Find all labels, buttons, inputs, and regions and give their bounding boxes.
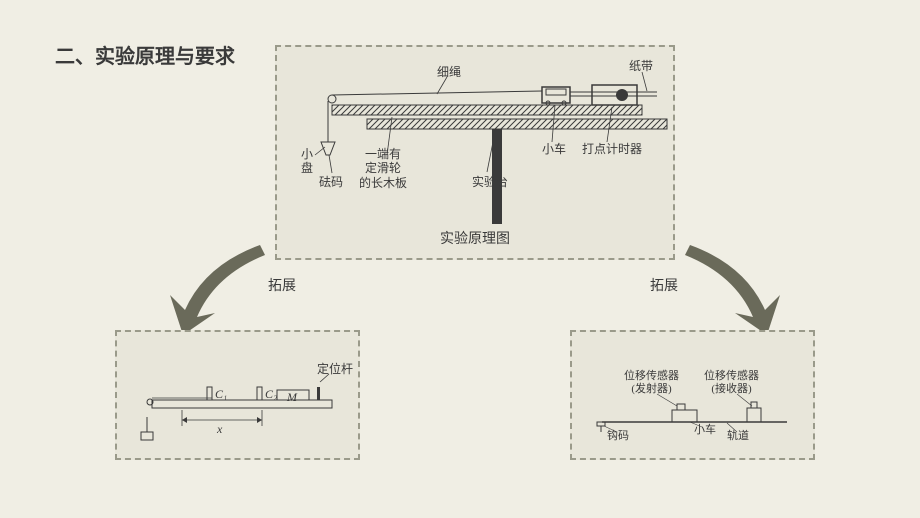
label-m: M [287, 390, 297, 404]
main-caption: 实验原理图 [277, 228, 673, 248]
label-small-plate: 小盘 [297, 147, 317, 176]
label-sensor-rx: 位移传感器 (接收器) [704, 370, 759, 396]
label-sensor-tx: 位移传感器 (发射器) [624, 370, 679, 396]
label-cart-r: 小车 [694, 424, 716, 437]
label-c2: C₂ [265, 387, 277, 401]
left-diagram-svg [117, 332, 362, 462]
label-x: x [217, 422, 222, 436]
label-paper-tape: 纸带 [629, 59, 653, 73]
label-positioning-rod: 定位杆 [317, 362, 353, 376]
label-hook-weight: 钩码 [607, 430, 629, 443]
left-arrow-label: 拓展 [268, 275, 296, 295]
label-thin-rope: 细绳 [437, 65, 461, 79]
section-title: 二、实验原理与要求 [55, 40, 235, 69]
label-table: 实验台 [472, 175, 508, 189]
label-cart: 小车 [542, 142, 566, 156]
label-track: 轨道 [727, 430, 749, 443]
label-board: 一端有 定滑轮 的长木板 [359, 147, 407, 190]
label-timer: 打点计时器 [582, 142, 642, 156]
label-c1: C₁ [215, 387, 227, 401]
main-diagram-box: 细绳 纸带 小盘 砝码 一端有 定滑轮 的长木板 实验台 小车 打点计时器 实验… [275, 45, 675, 260]
right-arrow-label: 拓展 [650, 275, 678, 295]
left-diagram-box: 定位杆 C₁ C₂ M x [115, 330, 360, 460]
right-diagram-box: 位移传感器 (发射器) 位移传感器 (接收器) 小车 钩码 轨道 [570, 330, 815, 460]
label-weight: 砝码 [319, 175, 343, 189]
